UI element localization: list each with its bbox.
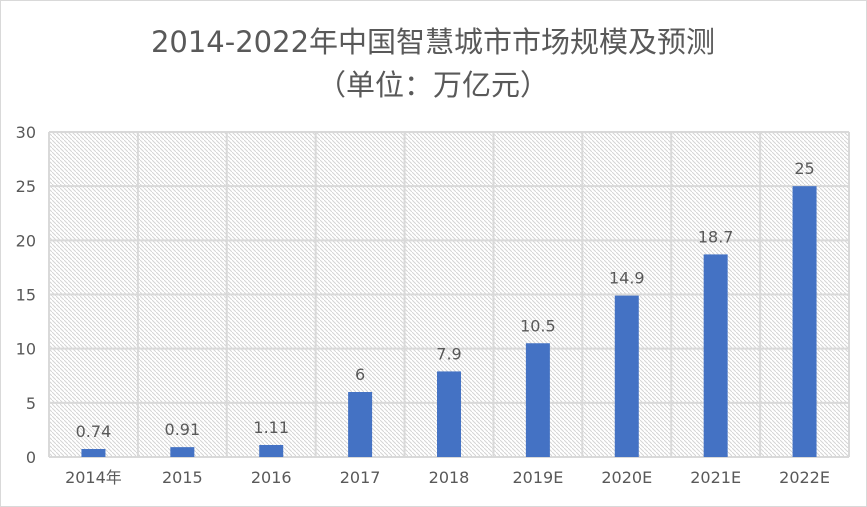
data-label: 1.11 [253, 418, 289, 437]
y-tick-label: 25 [16, 177, 36, 196]
y-tick-label: 10 [16, 340, 36, 359]
bar-2014年 [81, 448, 106, 457]
bar-2015 [170, 447, 195, 457]
bar-2016 [259, 444, 284, 457]
data-label: 6 [355, 365, 365, 384]
x-tick-label: 2017 [340, 468, 381, 487]
chart-title-line2: （单位：万亿元） [317, 68, 549, 102]
x-tick-label: 2019E [512, 468, 563, 487]
bar-2021E [703, 254, 728, 457]
data-label: 0.74 [76, 422, 112, 441]
y-tick-label: 15 [16, 286, 36, 305]
x-tick-label: 2015 [162, 468, 203, 487]
y-tick-label: 0 [26, 448, 36, 467]
x-tick-label: 2016 [251, 468, 292, 487]
bar-2020E [614, 295, 639, 457]
y-tick-label: 30 [16, 123, 36, 142]
data-label: 25 [794, 159, 814, 178]
data-label: 18.7 [698, 227, 734, 246]
x-tick-label: 2020E [601, 468, 652, 487]
x-tick-label: 2021E [690, 468, 741, 487]
bar-2019E [525, 343, 550, 457]
data-label: 10.5 [520, 316, 556, 335]
y-tick-label: 20 [16, 231, 36, 250]
bar-2022E [792, 186, 817, 457]
x-tick-label: 2022E [779, 468, 830, 487]
x-tick-label: 2018 [429, 468, 470, 487]
chart-title-line1: 2014-2022年中国智慧城市市场规模及预测 [151, 25, 715, 59]
data-label: 14.9 [609, 269, 645, 288]
data-label: 0.91 [165, 420, 201, 439]
data-label: 7.9 [436, 344, 461, 363]
bar-2018 [437, 371, 461, 457]
y-tick-label: 5 [26, 394, 36, 413]
x-tick-label: 2014年 [65, 468, 122, 487]
bar-2017 [348, 392, 373, 457]
